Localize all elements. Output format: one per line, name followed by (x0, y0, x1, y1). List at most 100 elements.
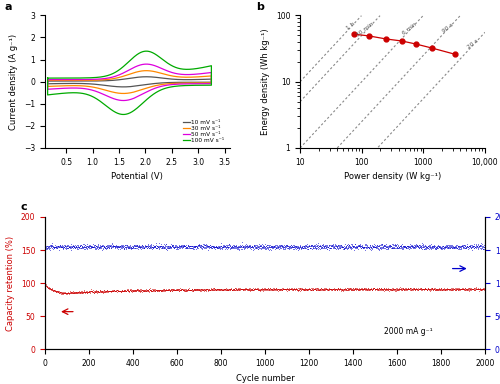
Point (382, 243, 390, 249)
Point (260, 285, 268, 291)
Point (247, 244, 255, 250)
Point (192, 245, 200, 251)
Point (405, 286, 413, 292)
Point (82, 288, 90, 295)
Point (86, 243, 94, 249)
Point (223, 242, 231, 248)
Point (108, 243, 116, 249)
Point (76, 289, 84, 295)
Point (132, 288, 140, 295)
Point (144, 287, 152, 293)
Point (238, 285, 246, 291)
Point (418, 286, 426, 292)
Point (184, 243, 192, 249)
30 mV s⁻¹ (44, 78, 51, 83)
Point (215, 245, 223, 251)
Point (417, 245, 425, 252)
Point (188, 243, 196, 249)
Point (300, 243, 308, 249)
Point (310, 242, 318, 248)
Point (88, 289, 96, 295)
Point (432, 244, 440, 250)
Point (59, 247, 67, 253)
Point (72, 243, 80, 250)
Point (268, 287, 276, 293)
Point (348, 245, 356, 252)
Point (49, 286, 57, 293)
Point (96, 288, 104, 294)
Point (314, 243, 322, 250)
Point (278, 243, 285, 249)
Point (126, 286, 134, 293)
Point (94, 243, 102, 249)
Point (432, 246, 440, 252)
Point (182, 287, 190, 293)
Point (327, 243, 335, 250)
50 mV s⁻¹ (116, 98, 122, 103)
Point (452, 287, 460, 293)
Point (332, 286, 340, 292)
Point (104, 288, 112, 294)
Point (294, 288, 302, 294)
Point (60, 290, 68, 296)
Point (430, 285, 438, 291)
Point (354, 243, 362, 250)
Point (228, 243, 236, 249)
Point (410, 285, 418, 291)
Point (430, 244, 438, 250)
Point (450, 286, 458, 292)
Point (234, 245, 241, 251)
Point (176, 287, 184, 293)
Point (431, 245, 439, 251)
Point (115, 243, 123, 250)
Point (378, 287, 386, 293)
Point (138, 243, 146, 249)
Point (305, 286, 313, 292)
Point (429, 243, 437, 250)
Point (129, 243, 137, 250)
Point (344, 245, 352, 251)
Point (421, 247, 429, 253)
Point (445, 245, 453, 251)
Point (54, 289, 62, 295)
Point (110, 288, 118, 294)
Point (330, 241, 338, 247)
Point (210, 244, 218, 250)
Point (473, 243, 481, 249)
Point (230, 243, 238, 249)
Point (270, 246, 278, 252)
Point (120, 245, 128, 251)
Point (361, 241, 369, 247)
Point (192, 243, 200, 249)
Point (369, 243, 377, 249)
Point (106, 243, 114, 249)
Point (106, 288, 114, 294)
Point (374, 285, 382, 291)
Point (280, 243, 288, 250)
Point (196, 287, 204, 293)
Point (458, 243, 466, 249)
Point (220, 286, 228, 292)
Point (72, 289, 80, 295)
Point (302, 287, 310, 293)
Point (446, 245, 454, 252)
Point (151, 286, 159, 293)
Point (164, 245, 172, 251)
Point (183, 287, 191, 293)
Point (135, 244, 143, 250)
Point (156, 243, 164, 249)
Point (128, 288, 136, 295)
Point (274, 286, 281, 292)
Point (184, 287, 192, 293)
Point (238, 242, 246, 248)
Point (104, 288, 112, 294)
Point (364, 285, 372, 291)
Point (366, 242, 374, 248)
Point (412, 241, 420, 247)
Point (481, 245, 489, 251)
Point (454, 286, 462, 293)
Point (468, 247, 476, 253)
Point (223, 286, 231, 293)
Point (339, 243, 347, 250)
Point (376, 286, 384, 293)
